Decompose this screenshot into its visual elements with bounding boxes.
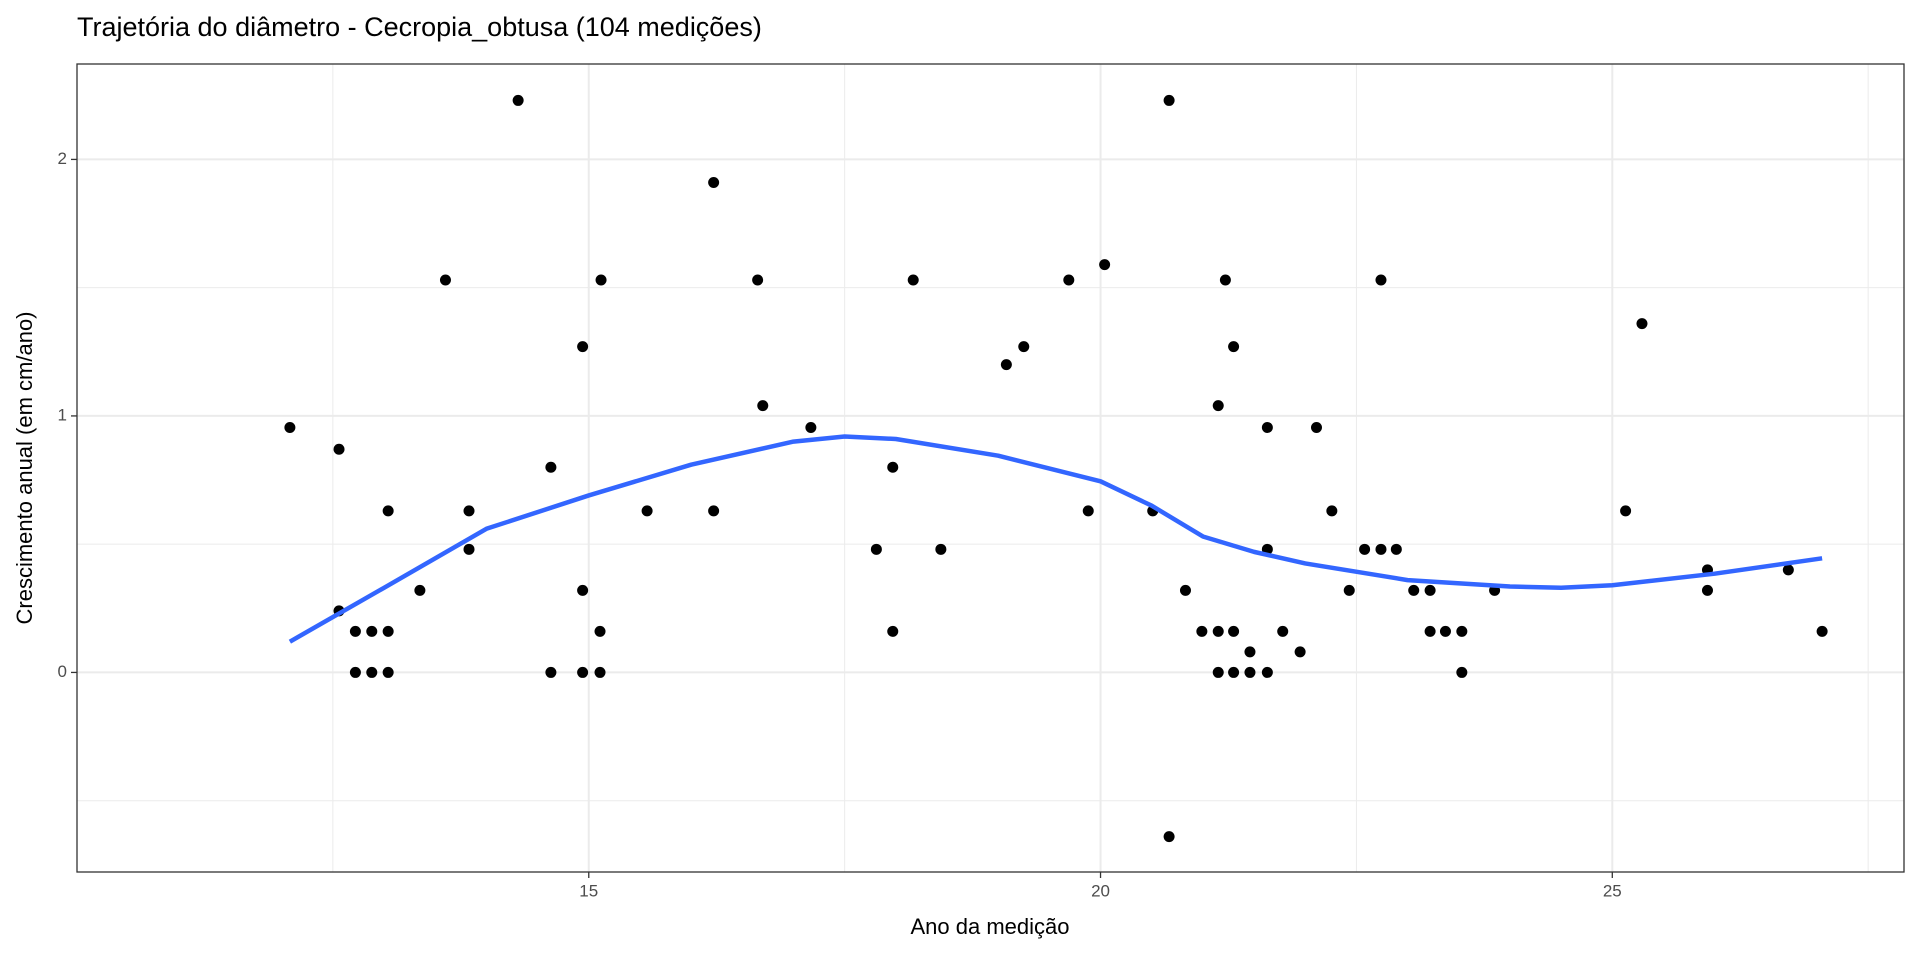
point (1424, 584, 1436, 596)
point (1228, 625, 1240, 637)
point (463, 543, 475, 555)
point (1456, 666, 1468, 678)
point (1359, 543, 1371, 555)
point (594, 625, 606, 637)
point (577, 666, 589, 678)
point (1228, 341, 1240, 353)
point (1375, 543, 1387, 555)
point (1636, 318, 1648, 330)
point (1439, 625, 1451, 637)
point (1244, 646, 1256, 658)
point (1244, 666, 1256, 678)
smooth-line (288, 434, 1823, 644)
point (1343, 584, 1355, 596)
point (1816, 625, 1828, 637)
point (708, 177, 720, 189)
point (1018, 341, 1030, 353)
point (594, 666, 606, 678)
point (1620, 505, 1632, 517)
point (870, 543, 882, 555)
point (1212, 400, 1224, 412)
point (752, 274, 764, 286)
point (935, 543, 947, 555)
point (1701, 584, 1713, 596)
point (641, 505, 653, 517)
point (1179, 584, 1191, 596)
point (1212, 625, 1224, 637)
point (414, 584, 426, 596)
point (1228, 666, 1240, 678)
point (545, 666, 557, 678)
point (1212, 666, 1224, 678)
point (757, 400, 769, 412)
point (887, 625, 899, 637)
point (1326, 505, 1338, 517)
point (512, 94, 524, 106)
point (1424, 625, 1436, 637)
point (907, 274, 919, 286)
point (577, 584, 589, 596)
point (1196, 625, 1208, 637)
point (349, 666, 361, 678)
point (1375, 274, 1387, 286)
y-tick-label: 0 (58, 662, 67, 681)
point (349, 625, 361, 637)
point (1294, 646, 1306, 658)
point (1099, 259, 1111, 271)
point (1456, 625, 1468, 637)
y-axis-title: Crescimento anual (em cm/ano) (12, 311, 37, 624)
point (284, 421, 296, 433)
point (1261, 421, 1273, 433)
x-tick-label: 20 (1091, 881, 1110, 900)
point (382, 666, 394, 678)
point (382, 625, 394, 637)
point (1390, 543, 1402, 555)
point (1310, 421, 1322, 433)
point (1261, 666, 1273, 678)
point (333, 443, 345, 455)
point (1277, 625, 1289, 637)
point (1000, 359, 1012, 371)
point (1219, 274, 1231, 286)
point (1163, 831, 1175, 843)
point (1782, 564, 1794, 576)
point (366, 666, 378, 678)
point (545, 461, 557, 473)
point (595, 274, 607, 286)
chart-title: Trajetória do diâmetro - Cecropia_obtusa… (77, 12, 762, 42)
x-axis-title: Ano da medição (911, 914, 1070, 939)
point (1408, 584, 1420, 596)
point (887, 461, 899, 473)
y-tick-label: 2 (58, 149, 67, 168)
point (805, 421, 817, 433)
point (1163, 94, 1175, 106)
point (1082, 505, 1094, 517)
panel-border (76, 63, 1905, 873)
point (1063, 274, 1075, 286)
point (463, 505, 475, 517)
x-tick-label: 25 (1603, 881, 1622, 900)
point (708, 505, 720, 517)
point (577, 341, 589, 353)
point (439, 274, 451, 286)
x-tick-label: 15 (579, 881, 598, 900)
point (366, 625, 378, 637)
y-tick-label: 1 (58, 405, 67, 424)
point (382, 505, 394, 517)
